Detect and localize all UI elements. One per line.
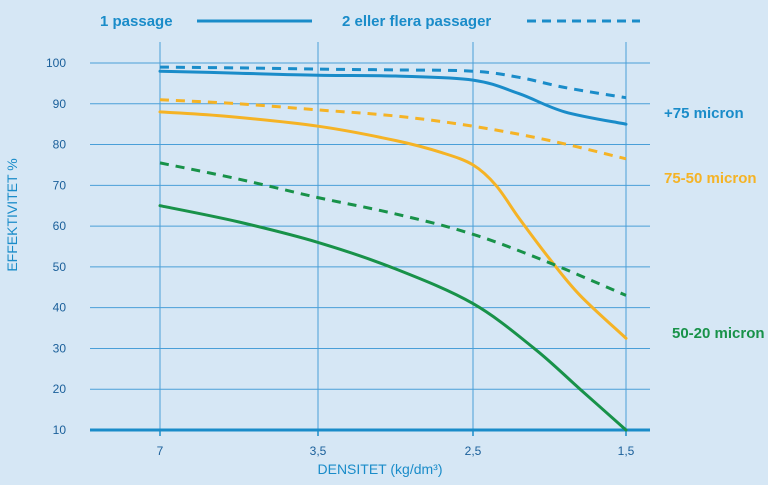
series-line-dashed	[159, 161, 627, 297]
x-tick-label: 2,5	[465, 444, 482, 458]
y-axis-title: EFFEKTIVITET %	[4, 158, 20, 271]
legend-label-solid: 1 passage	[100, 13, 173, 30]
y-tick-label: 60	[53, 219, 67, 233]
y-tick-label: 10	[53, 423, 67, 437]
x-axis-title: DENSITET (kg/dm³)	[318, 461, 443, 477]
grid	[90, 42, 650, 436]
group-label: +75 micron	[664, 105, 744, 122]
series-line-dashed	[159, 98, 627, 161]
y-tick-label: 40	[53, 301, 67, 315]
group-label: 75-50 micron	[664, 170, 757, 187]
y-tick-label: 70	[53, 178, 67, 192]
x-tick-label: 3,5	[310, 444, 327, 458]
series-line-dashed	[159, 65, 627, 100]
legend: 1 passage 2 eller flera passager	[100, 13, 640, 30]
series-line-solid	[158, 204, 628, 432]
series-line-solid	[158, 110, 628, 340]
x-ticks: 7 3,5 2,5 1,5	[157, 444, 635, 458]
legend-label-dashed: 2 eller flera passager	[342, 13, 491, 30]
y-tick-label: 90	[53, 97, 67, 111]
y-tick-label: 80	[53, 138, 67, 152]
x-tick-label: 7	[157, 444, 164, 458]
y-tick-label: 100	[46, 56, 66, 70]
data-lines	[158, 65, 628, 432]
y-tick-label: 20	[53, 382, 67, 396]
y-tick-label: 30	[53, 341, 67, 355]
x-tick-label: 1,5	[618, 444, 635, 458]
group-label: 50-20 micron	[672, 325, 765, 342]
series-line-solid	[158, 69, 628, 126]
y-ticks: 10 20 30 40 50 60 70 80 90 100	[46, 56, 66, 437]
band-labels: +75 micron 75-50 micron 50-20 micron	[664, 105, 765, 342]
y-tick-label: 50	[53, 260, 67, 274]
